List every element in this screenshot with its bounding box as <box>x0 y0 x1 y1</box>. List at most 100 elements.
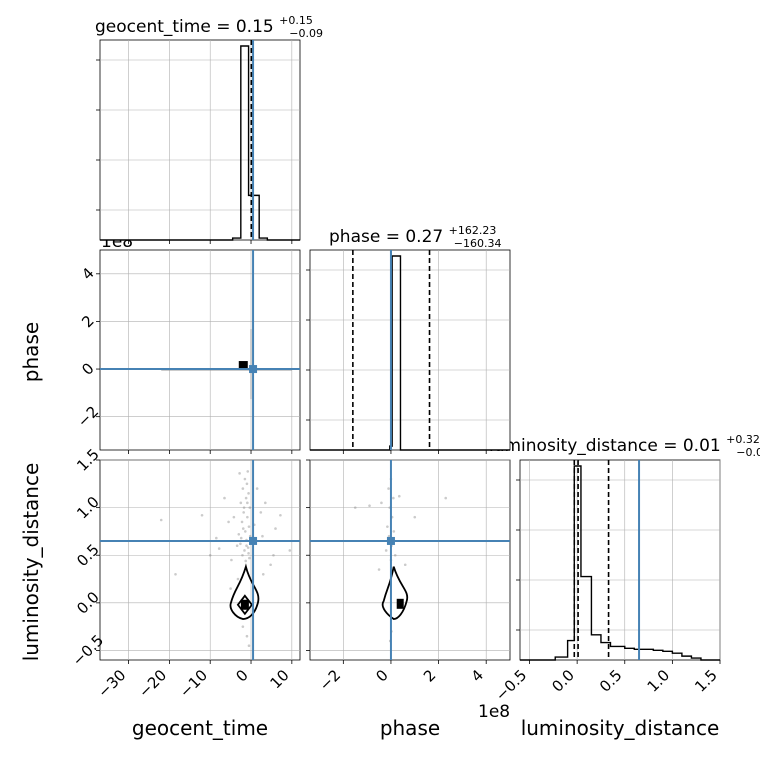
sample-point <box>261 534 264 538</box>
sample-point <box>242 506 246 509</box>
tick-label: 0.5 <box>596 666 626 696</box>
hist-panel-phase <box>306 249 511 454</box>
pair-panel-phase-luminosity_distance: −2 0 2 4 <box>306 459 511 694</box>
sample-point <box>272 553 275 557</box>
sample-point <box>377 568 381 571</box>
sample-point <box>239 542 242 546</box>
tick-label: −20 <box>135 666 170 701</box>
sample-point <box>264 501 267 505</box>
sample-point <box>403 563 407 567</box>
truth-marker <box>249 536 258 545</box>
sample-point <box>241 527 245 530</box>
hist-panel-luminosity_distance: −0.5 0.0 0.5 1.0 1.5 <box>492 459 721 705</box>
sample-point <box>244 496 248 500</box>
sample-point <box>413 515 417 519</box>
tick-label: 1.5 <box>691 666 721 696</box>
sample-point <box>232 515 236 519</box>
tick-label: 2 <box>78 312 97 331</box>
sample-point <box>248 506 252 509</box>
sample-point <box>392 530 396 533</box>
sample-point <box>244 530 247 533</box>
sample-point <box>241 625 245 628</box>
sample-point <box>247 492 250 495</box>
sample-point <box>387 534 391 538</box>
sample-point <box>246 515 249 519</box>
sample-point <box>288 549 292 552</box>
sample-point <box>269 563 272 567</box>
sample-point <box>227 520 230 524</box>
sample-point <box>246 470 250 473</box>
density-peak <box>240 599 249 610</box>
contour-outer <box>229 563 260 620</box>
sample-point <box>223 496 226 500</box>
sample-point <box>245 634 249 638</box>
tick-label: 10 <box>266 666 292 692</box>
sample-point <box>242 511 245 514</box>
sample-point <box>274 527 277 530</box>
tick-label: −30 <box>94 666 129 701</box>
sample-point <box>248 556 251 560</box>
histogram-geocent_time <box>100 45 300 241</box>
sample-point <box>235 544 239 548</box>
sample-point <box>238 472 241 475</box>
sample-point <box>237 532 241 536</box>
sample-point <box>239 536 243 540</box>
sample-point <box>229 587 232 590</box>
sample-point <box>239 501 243 505</box>
density-peak <box>238 361 248 370</box>
sample-point <box>387 487 390 490</box>
tick-label: 0.5 <box>73 540 103 570</box>
sample-point <box>244 559 248 563</box>
hist-panel-geocent_time <box>96 39 301 244</box>
sample-point <box>392 496 395 500</box>
sample-point <box>245 482 249 486</box>
axes-frame <box>99 39 301 241</box>
sample-point <box>444 496 448 500</box>
contour-outer <box>381 566 409 620</box>
tick-label: 0 <box>372 666 391 685</box>
axes-frame <box>309 459 511 661</box>
sample-point <box>259 511 263 514</box>
sample-point <box>215 536 218 540</box>
sample-point <box>241 553 244 557</box>
tick-label: −2 <box>74 402 102 430</box>
sample-point <box>380 501 383 505</box>
sample-point <box>159 518 163 522</box>
sample-point <box>248 534 252 538</box>
tick-label: 0.0 <box>73 588 103 618</box>
sample-point <box>353 506 357 509</box>
sample-point <box>208 553 212 557</box>
tick-label: 1.0 <box>644 666 674 696</box>
title-phase: phase = 0.27 +162.23 −160.34 <box>329 219 502 250</box>
sample-point <box>217 547 221 550</box>
tick-label: 1.5 <box>73 445 103 475</box>
sample-point <box>243 477 247 481</box>
tick-label: −0.5 <box>492 666 530 704</box>
tick-label: −2 <box>316 666 344 694</box>
title-luminosity-distance: luminosity_distance = 0.01 +0.32 −0.04 <box>489 428 760 459</box>
truth-marker <box>386 536 395 545</box>
sample-point <box>279 513 282 517</box>
sample-point <box>200 513 204 517</box>
title-geocent-time: geocent_time = 0.15 +0.15 −0.09 <box>95 9 323 40</box>
tick-label: 0.0 <box>548 666 578 696</box>
density-peak <box>396 598 404 609</box>
offset-label-phase-x: 1e8 <box>478 702 510 722</box>
sample-point <box>397 494 401 498</box>
contour-inner <box>236 594 254 616</box>
sample-point <box>246 546 250 549</box>
sample-point <box>236 577 240 581</box>
pair-panel-geocent_time-phase: −2 0 2 4 <box>74 249 301 454</box>
sample-point <box>247 525 251 528</box>
sample-point <box>384 549 388 552</box>
sample-point <box>247 644 251 648</box>
pair-panel-geocent_time-luminosity_distance: −30 −20 −10 0 10−0.50.00.51.01.5 <box>69 445 301 701</box>
truth-marker <box>249 365 258 374</box>
sample-point <box>245 544 248 548</box>
xlabel-phase: phase <box>380 716 440 740</box>
tick-label: −10 <box>176 666 211 701</box>
xlabel-geocent-time: geocent_time <box>132 716 268 740</box>
sample-point <box>241 487 245 490</box>
sample-point <box>230 558 233 562</box>
